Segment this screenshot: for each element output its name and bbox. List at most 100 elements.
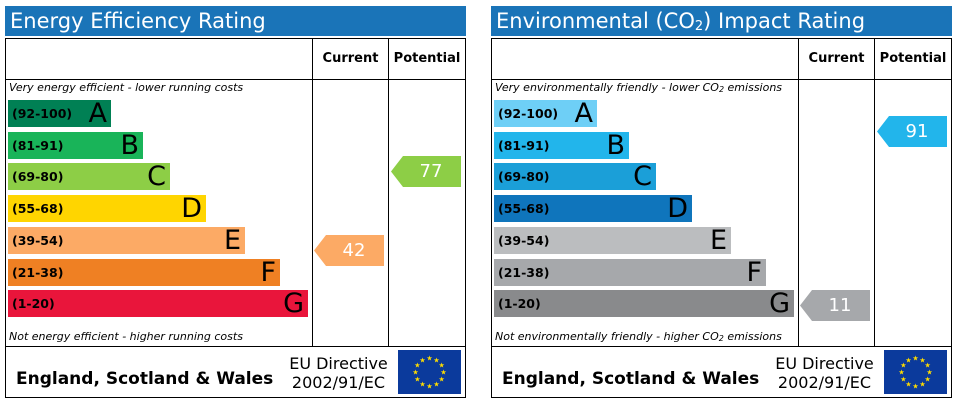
rating-band-g: (1-20) G — [8, 288, 308, 320]
eu-star: ★ — [924, 362, 930, 370]
potential-rating-value: 91 — [905, 121, 929, 142]
band-letter: E — [223, 224, 241, 256]
band-range: (69-80) — [12, 169, 64, 185]
band-range: (39-54) — [12, 232, 64, 248]
band-range: (81-91) — [498, 137, 550, 153]
eu-directive: EU Directive 2002/91/EC — [286, 354, 391, 392]
band-letter: F — [746, 256, 762, 288]
eu-star: ★ — [898, 369, 904, 377]
eu-star: ★ — [438, 362, 444, 370]
band-letter: B — [606, 129, 625, 161]
rating-band-d: (55-68) D — [8, 193, 206, 225]
eu-star: ★ — [919, 356, 925, 364]
band-letter: D — [667, 193, 688, 225]
current-column-header: Current — [808, 51, 865, 66]
environmental-impact-panel: Environmental (CO2) Impact Rating Curren… — [491, 6, 952, 398]
rating-band-c: (69-80) C — [494, 161, 656, 193]
rating-band-d: (55-68) D — [494, 193, 692, 225]
rating-band-a: (92-100) A — [8, 100, 111, 127]
band-letter: G — [283, 288, 304, 320]
rating-table: Current Potential Very energy efficient … — [5, 38, 466, 398]
potential-rating-arrow: 91 — [877, 116, 947, 147]
eu-flag-icon: ★ ★ ★ ★ ★ ★ ★ ★ ★ ★ ★ ★ — [398, 350, 461, 394]
band-letter: B — [120, 129, 139, 161]
region-label: England, Scotland & Wales — [16, 369, 274, 389]
eu-star: ★ — [426, 355, 432, 363]
eu-star: ★ — [433, 356, 439, 364]
rating-band-b: (81-91) B — [8, 129, 143, 161]
eu-star: ★ — [414, 376, 420, 384]
potential-arrow-shape — [877, 116, 947, 147]
top-note: Very energy efficient - lower running co… — [9, 81, 244, 94]
band-letter: F — [260, 256, 276, 288]
current-rating-value: 42 — [342, 240, 366, 261]
band-range: (1-20) — [12, 296, 55, 312]
band-range: (39-54) — [498, 232, 550, 248]
rating-band-e: (39-54) E — [8, 224, 245, 256]
band-range: (55-68) — [12, 201, 64, 217]
eu-star: ★ — [905, 356, 911, 364]
panel-title: Environmental (CO2) Impact Rating — [491, 6, 952, 36]
band-range: (92-100) — [498, 106, 559, 121]
current-rating-arrow: 11 — [800, 290, 870, 321]
rating-band-e: (39-54) E — [494, 224, 731, 256]
band-letter: C — [633, 161, 652, 193]
eu-star: ★ — [440, 369, 446, 377]
eu-star: ★ — [419, 356, 425, 364]
eu-directive: EU Directive 2002/91/EC — [772, 354, 877, 392]
eu-star: ★ — [433, 381, 439, 389]
potential-rating-value: 77 — [419, 161, 443, 182]
band-letter: G — [769, 288, 790, 320]
eu-star: ★ — [912, 355, 918, 363]
eu-star: ★ — [419, 381, 425, 389]
eu-star: ★ — [438, 376, 444, 384]
band-range: (55-68) — [498, 201, 550, 217]
current-rating-value: 11 — [828, 295, 852, 316]
current-arrow-shape — [800, 290, 870, 321]
potential-rating-arrow: 77 — [391, 156, 461, 187]
eu-star: ★ — [924, 376, 930, 384]
rating-band-g: (1-20) G — [494, 288, 794, 320]
current-arrow-shape — [314, 235, 384, 266]
eu-star: ★ — [919, 381, 925, 389]
bottom-note: Not energy efficient - higher running co… — [9, 330, 243, 343]
potential-arrow-shape — [391, 156, 461, 187]
band-range: (69-80) — [498, 169, 550, 185]
eu-star: ★ — [412, 369, 418, 377]
rating-band-a: (92-100) A — [494, 100, 597, 127]
band-range: (1-20) — [498, 296, 541, 312]
current-rating-arrow: 42 — [314, 235, 384, 266]
rating-band-c: (69-80) C — [8, 161, 170, 193]
directive-line-1: EU Directive — [289, 354, 388, 373]
potential-column-header: Potential — [393, 51, 461, 66]
eu-star: ★ — [912, 383, 918, 391]
eu-star: ★ — [905, 381, 911, 389]
band-letter: E — [709, 224, 727, 256]
band-letter: A — [88, 98, 107, 129]
rating-band-f: (21-38) F — [8, 256, 280, 288]
bottom-note: Not environmentally friendly - higher CO… — [495, 330, 782, 343]
eu-star: ★ — [900, 362, 906, 370]
eu-star: ★ — [926, 369, 932, 377]
eu-star: ★ — [426, 383, 432, 391]
eu-flag-icon: ★ ★ ★ ★ ★ ★ ★ ★ ★ ★ ★ ★ — [884, 350, 947, 394]
energy-efficiency-panel: Energy Efficiency Rating Current Potenti… — [5, 6, 466, 398]
band-letter: C — [147, 161, 166, 193]
current-column-header: Current — [322, 51, 379, 66]
top-note: Very environmentally friendly - lower CO… — [495, 81, 783, 94]
directive-line-1: EU Directive — [775, 354, 874, 373]
panel-title: Energy Efficiency Rating — [5, 6, 466, 36]
band-range: (81-91) — [12, 137, 64, 153]
directive-line-2: 2002/91/EC — [291, 373, 386, 392]
potential-column-header: Potential — [879, 51, 947, 66]
eu-star: ★ — [900, 376, 906, 384]
directive-line-2: 2002/91/EC — [777, 373, 872, 392]
eu-star: ★ — [414, 362, 420, 370]
band-range: (21-38) — [12, 264, 64, 280]
band-letter: D — [181, 193, 202, 225]
band-letter: A — [574, 98, 593, 129]
rating-band-b: (81-91) B — [494, 129, 629, 161]
band-range: (21-38) — [498, 264, 550, 280]
region-label: England, Scotland & Wales — [502, 369, 760, 389]
rating-table: Current Potential Very environmentally f… — [491, 38, 952, 398]
